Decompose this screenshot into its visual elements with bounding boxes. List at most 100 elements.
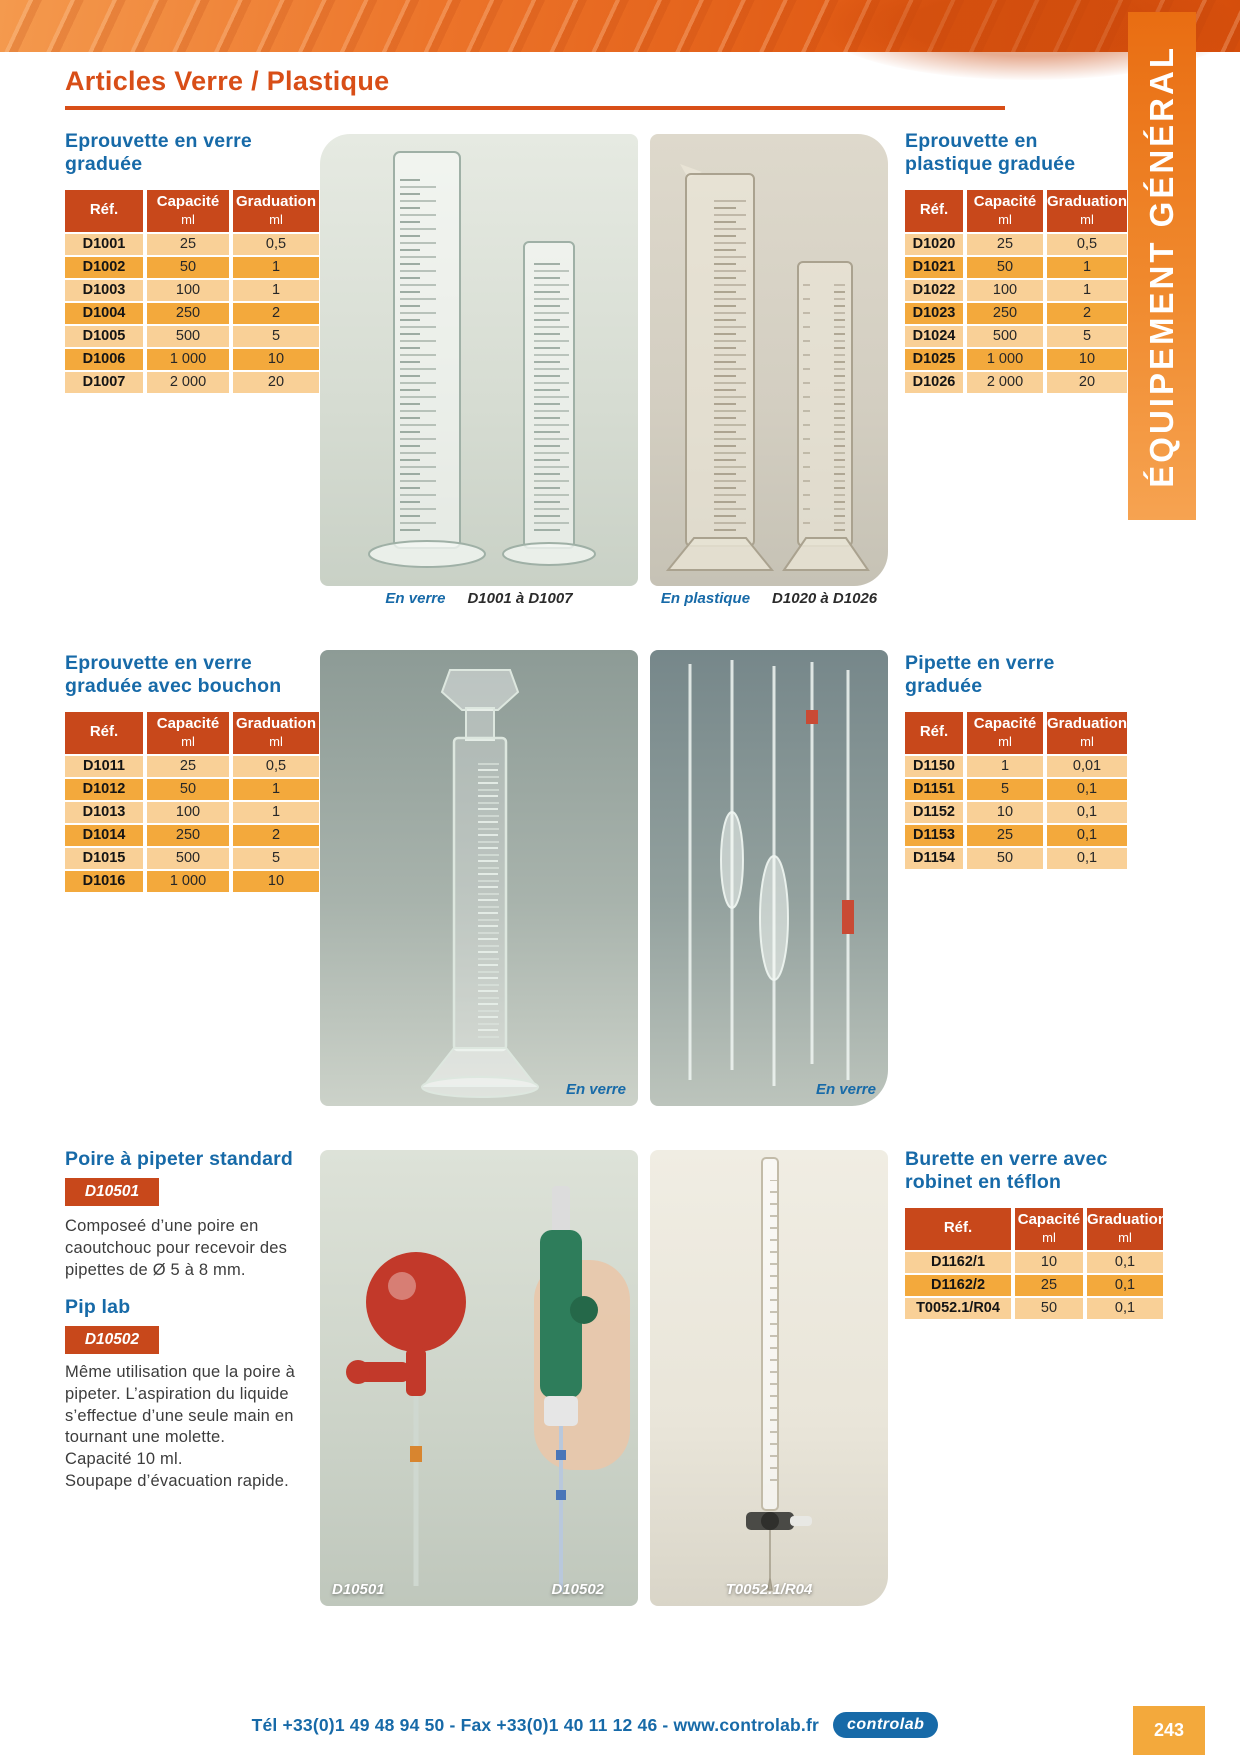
col-header-capacity: Capacité ml (147, 190, 229, 232)
table-row: D1007 2 000 20 (65, 372, 319, 393)
table-cell-capacity: 1 000 (147, 871, 229, 892)
table-cell-ref: D1152 (905, 802, 963, 823)
col-header-ref: Réf. (65, 190, 143, 232)
table-row: D1023 250 2 (905, 303, 1127, 324)
section-title-glass-pipette: Pipette en verre graduée (905, 652, 1055, 698)
table-cell-capacity: 25 (1015, 1275, 1083, 1296)
table-cell-capacity: 1 (967, 756, 1043, 777)
col-header-graduation: Graduation ml (1087, 1208, 1167, 1250)
table-glass-cylinder: Réf. Capacité ml Graduation ml D1001 25 0,5 D… (65, 190, 319, 395)
table-row: D1153 25 0,1 (905, 825, 1127, 846)
table-cell-capacity: 1 000 (147, 349, 229, 370)
table-burette: Réf. Capacité ml Graduation ml D1162/1 10 0,… (905, 1208, 1167, 1321)
sidebar-vertical-label: ÉQUIPEMENT GÉNÉRAL (1143, 44, 1180, 488)
table-cell-ref: D1025 (905, 349, 963, 370)
table-cell-ref: D1026 (905, 372, 963, 393)
table-glass-pipette: Réf. Capacité ml Graduation ml D1150 1 0,01 D… (905, 712, 1127, 871)
table-cell-capacity: 250 (967, 303, 1043, 324)
col-header-capacity: Capacité ml (1015, 1208, 1083, 1250)
table-cell-graduation: 1 (233, 802, 319, 823)
table-cell-ref: D1151 (905, 779, 963, 800)
table-row: D1004 250 2 (65, 303, 319, 324)
stoppered-cylinder-illustration (421, 669, 539, 1098)
table-row: D1022 100 1 (905, 280, 1127, 301)
table-cell-graduation: 1 (233, 779, 319, 800)
col-header-capacity: Capacité ml (967, 712, 1043, 754)
table-row: D1024 500 5 (905, 326, 1127, 347)
table-cell-capacity: 5 (967, 779, 1043, 800)
table-cell-graduation: 1 (233, 257, 319, 278)
plastic-cylinder-illustration (665, 164, 870, 571)
title-divider (65, 106, 1005, 110)
caption-glass-cylinders: En verre D1001 à D1007 (320, 590, 638, 607)
table-cell-ref: D1020 (905, 234, 963, 255)
table-cell-capacity: 25 (967, 825, 1043, 846)
col-header-graduation: Graduation ml (233, 712, 319, 754)
col-header-graduation: Graduation ml (1047, 712, 1127, 754)
table-cell-graduation: 10 (233, 349, 319, 370)
table-cell-ref: D1022 (905, 280, 963, 301)
section-sidebar-tab: ÉQUIPEMENT GÉNÉRAL (1128, 12, 1196, 520)
caption-refs: D1001 à D1007 (467, 590, 573, 607)
caption-plastic-cylinders: En plastique D1020 à D1026 (650, 590, 888, 607)
table-cell-capacity: 25 (147, 234, 229, 255)
table-cell-capacity: 50 (967, 257, 1043, 278)
table-cell-graduation: 0,5 (233, 756, 319, 777)
col-header-graduation: Graduation ml (233, 190, 319, 232)
table-cell-graduation: 2 (233, 303, 319, 324)
ref-badge-d10502: D10502 (65, 1326, 159, 1354)
col-header-capacity: Capacité ml (147, 712, 229, 754)
table-cell-ref: D1014 (65, 825, 143, 846)
table-cell-ref: D1162/1 (905, 1252, 1011, 1273)
table-cell-graduation: 0,5 (1047, 234, 1127, 255)
table-cell-ref: D1150 (905, 756, 963, 777)
table-cell-capacity: 500 (147, 326, 229, 347)
table-cell-graduation: 0,1 (1087, 1252, 1163, 1273)
table-header-row: Réf. Capacité ml Graduation ml (65, 190, 319, 232)
table-cell-graduation: 20 (233, 372, 319, 393)
table-row: D1021 50 1 (905, 257, 1127, 278)
table-row: D1151 5 0,1 (905, 779, 1127, 800)
table-cell-capacity: 250 (147, 303, 229, 324)
section-title-plastic-cylinder: Eprouvette en plastique graduée (905, 130, 1076, 176)
table-cell-graduation: 0,5 (233, 234, 319, 255)
col-header-ref: Réf. (65, 712, 143, 754)
table-cell-capacity: 500 (967, 326, 1043, 347)
table-row: D1026 2 000 20 (905, 372, 1127, 393)
table-cell-capacity: 50 (1015, 1298, 1083, 1319)
description-pip-lab: Même utilisation que la poire à pipeter.… (65, 1363, 295, 1490)
table-cell-graduation: 0,1 (1047, 802, 1127, 823)
col-header-ref: Réf. (905, 190, 963, 232)
table-cell-capacity: 100 (147, 280, 229, 301)
burette-illustration (746, 1157, 812, 1591)
footer-contact-text: Tél +33(0)1 49 48 94 50 - Fax +33(0)1 40… (251, 1714, 819, 1735)
table-row: D1011 25 0,5 (65, 756, 319, 777)
table-cell-capacity: 10 (1015, 1252, 1083, 1273)
table-row: D1013 100 1 (65, 802, 319, 823)
photo-caption-material: En verre (815, 1081, 876, 1098)
table-header-row: Réf. Capacité ml Graduation ml (905, 190, 1127, 232)
table-row: D1005 500 5 (65, 326, 319, 347)
table-plastic-cylinder: Réf. Capacité ml Graduation ml D1020 25 0,5 D… (905, 190, 1127, 395)
table-cell-capacity: 1 000 (967, 349, 1043, 370)
table-cell-graduation: 0,01 (1047, 756, 1127, 777)
table-cell-ref: D1002 (65, 257, 143, 278)
table-cell-capacity: 25 (147, 756, 229, 777)
table-row: D1015 500 5 (65, 848, 319, 869)
photo-label-d10502: D10502 (551, 1581, 604, 1598)
page-number-box: 243 (1133, 1706, 1205, 1755)
table-cell-ref: D1012 (65, 779, 143, 800)
table-cell-ref: D1021 (905, 257, 963, 278)
table-cell-capacity: 50 (147, 779, 229, 800)
table-cell-graduation: 5 (233, 848, 319, 869)
table-cell-ref: D1154 (905, 848, 963, 869)
graduated-cylinder-illustration (368, 151, 596, 568)
footer: Tél +33(0)1 49 48 94 50 - Fax +33(0)1 40… (65, 1712, 1125, 1738)
table-cell-graduation: 0,1 (1087, 1298, 1163, 1319)
table-cell-graduation: 1 (1047, 280, 1127, 301)
table-row: D1012 50 1 (65, 779, 319, 800)
table-cell-capacity: 2 000 (147, 372, 229, 393)
table-cell-ref: D1001 (65, 234, 143, 255)
description-pipette-bulb: Composeé d’une poire en caoutchouc pour … (65, 1217, 288, 1279)
